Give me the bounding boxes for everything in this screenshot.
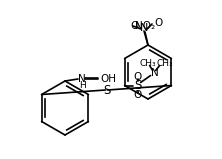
Text: CH₃: CH₃: [156, 59, 173, 68]
Text: H: H: [79, 82, 85, 90]
Text: O: O: [154, 18, 162, 28]
Text: O: O: [133, 72, 142, 82]
Text: S: S: [103, 83, 110, 97]
Text: N: N: [78, 74, 86, 84]
Text: N: N: [140, 23, 148, 33]
Text: OH: OH: [100, 74, 116, 84]
Text: NO₂: NO₂: [135, 21, 155, 31]
Text: O: O: [133, 90, 142, 100]
Text: CH₃: CH₃: [139, 59, 156, 68]
Text: S: S: [134, 79, 141, 92]
Text: O: O: [130, 21, 138, 31]
Text: N: N: [151, 69, 159, 79]
